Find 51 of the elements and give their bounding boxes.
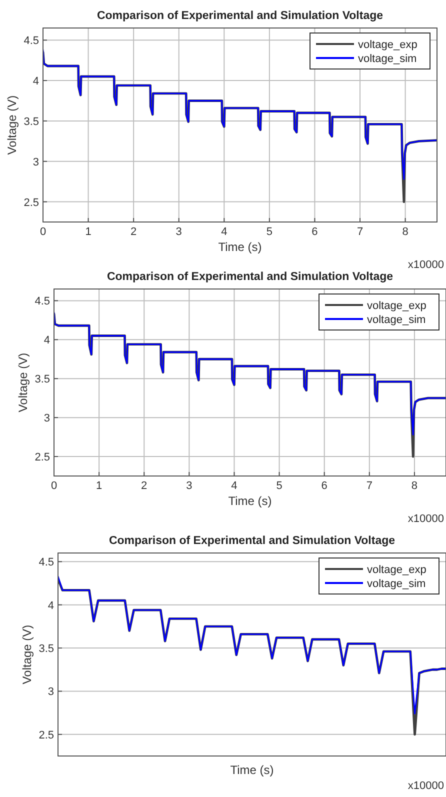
legend-label: voltage_sim bbox=[367, 314, 426, 326]
y-tick-label: 4 bbox=[44, 334, 50, 347]
x-tick-label: 7 bbox=[356, 226, 364, 238]
chart-title: Comparison of Experimental and Simulation Voltage bbox=[96, 10, 384, 22]
x-tick-label: 5 bbox=[266, 226, 272, 238]
y-tick-label: 4.5 bbox=[34, 296, 50, 308]
x-axis-title: Time (s) bbox=[218, 240, 262, 254]
x-tick-label: 4 bbox=[231, 480, 238, 492]
x-tick-label: 1 bbox=[96, 480, 102, 492]
x-tick-label: 2 bbox=[130, 226, 137, 238]
x-tick-label: 8 bbox=[402, 226, 408, 238]
legend-label: voltage_sim bbox=[358, 53, 417, 65]
x-tick-label: 6 bbox=[312, 226, 318, 238]
y-tick-label: 3 bbox=[32, 156, 39, 168]
text: x10000 bbox=[408, 513, 444, 525]
y-tick-label: 3.5 bbox=[38, 643, 54, 656]
legend-label: voltage_exp bbox=[367, 564, 426, 576]
y-tick-label: 4 bbox=[48, 600, 54, 612]
y-tick-label: 3.5 bbox=[34, 374, 50, 386]
y-axis-title: Voltage (V) bbox=[16, 352, 30, 412]
y-tick-label: 4.5 bbox=[38, 556, 54, 569]
x-tick-label: 1 bbox=[85, 226, 92, 238]
y-tick-label: 4 bbox=[32, 76, 39, 88]
y-tick-label: 3 bbox=[48, 686, 54, 698]
legend-label: voltage_exp bbox=[367, 300, 426, 312]
y-tick-label: 4.5 bbox=[24, 35, 39, 48]
y-tick-label: 2.5 bbox=[24, 196, 39, 209]
y-tick-label: 3.5 bbox=[24, 116, 39, 128]
y-tick-label: 2.5 bbox=[38, 729, 54, 742]
x-tick-label: 2 bbox=[141, 480, 148, 492]
chart-title: Comparison of Experimental and Simulation Voltage bbox=[108, 535, 396, 547]
y-tick-label: 2.5 bbox=[34, 452, 50, 464]
x-tick-label: 5 bbox=[276, 480, 282, 492]
x-tick-label: 7 bbox=[366, 480, 372, 492]
legend-label: voltage_exp bbox=[358, 39, 418, 51]
x-tick-label: 3 bbox=[186, 480, 192, 492]
x-tick-label: 0 bbox=[40, 226, 46, 238]
chart-title: Comparison of Experimental and Simulation Voltage bbox=[106, 271, 394, 283]
legend-label: voltage_sim bbox=[367, 578, 426, 590]
x-tick-label: 4 bbox=[221, 226, 228, 238]
y-tick-label: 3 bbox=[44, 412, 50, 425]
x-tick-label: 6 bbox=[321, 480, 328, 492]
y-axis-title: Voltage (V) bbox=[20, 624, 34, 684]
x-tick-label: 3 bbox=[176, 226, 182, 238]
x-axis-title: Time (s) bbox=[228, 494, 272, 508]
x-tick-label: 8 bbox=[411, 480, 418, 492]
x-tick-label: 0 bbox=[50, 480, 58, 492]
text: x10000 bbox=[408, 259, 444, 271]
y-axis-title: Voltage (V) bbox=[5, 95, 19, 155]
text: x10000 bbox=[408, 780, 444, 792]
x-axis-title: Time (s) bbox=[230, 763, 274, 777]
